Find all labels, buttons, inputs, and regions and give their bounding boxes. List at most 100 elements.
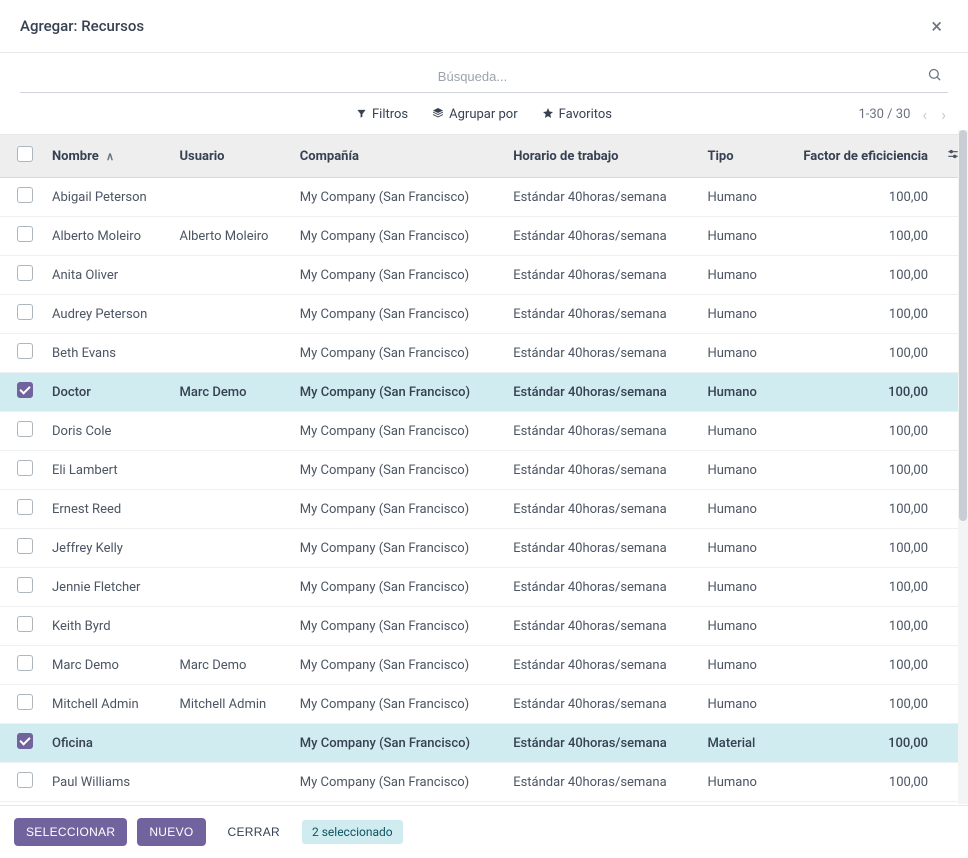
- table-row[interactable]: Paul WilliamsMy Company (San Francisco)E…: [0, 763, 968, 802]
- table-row[interactable]: Ernest ReedMy Company (San Francisco)Est…: [0, 490, 968, 529]
- table-row[interactable]: OficinaMy Company (San Francisco)Estánda…: [0, 724, 968, 763]
- filters-button[interactable]: Filtros: [356, 107, 408, 122]
- row-checkbox-cell: [0, 529, 44, 568]
- table-row[interactable]: Marc DemoMarc DemoMy Company (San Franci…: [0, 646, 968, 685]
- cell-usuario: [171, 451, 291, 490]
- cell-compania: My Company (San Francisco): [292, 646, 505, 685]
- scrollbar-thumb[interactable]: [959, 130, 967, 521]
- col-usuario[interactable]: Usuario: [171, 135, 291, 178]
- row-checkbox[interactable]: [17, 499, 33, 515]
- pager-prev-icon[interactable]: ‹: [920, 103, 929, 126]
- search-icon[interactable]: [923, 67, 946, 86]
- col-horario[interactable]: Horario de trabajo: [505, 135, 699, 178]
- cell-tipo: Humano: [699, 646, 774, 685]
- col-factor[interactable]: Factor de eficiciencia: [775, 135, 939, 178]
- cell-compania: My Company (San Francisco): [292, 373, 505, 412]
- cell-tipo: Humano: [699, 295, 774, 334]
- row-checkbox[interactable]: [17, 421, 33, 437]
- row-checkbox[interactable]: [17, 382, 33, 398]
- cell-tipo: Humano: [699, 373, 774, 412]
- cell-tipo: Humano: [699, 178, 774, 217]
- row-checkbox[interactable]: [17, 772, 33, 788]
- cell-horario: Estándar 40horas/semana: [505, 685, 699, 724]
- cell-usuario: Alberto Moleiro: [171, 217, 291, 256]
- table-row[interactable]: Beth EvansMy Company (San Francisco)Está…: [0, 334, 968, 373]
- col-horario-label: Horario de trabajo: [513, 149, 618, 164]
- cell-compania: My Company (San Francisco): [292, 451, 505, 490]
- cell-nombre: Jeffrey Kelly: [44, 529, 171, 568]
- groupby-button[interactable]: Agrupar por: [432, 107, 517, 122]
- cell-nombre: Oficina: [44, 724, 171, 763]
- row-checkbox[interactable]: [17, 460, 33, 476]
- row-checkbox[interactable]: [17, 343, 33, 359]
- table-row[interactable]: DoctorMarc DemoMy Company (San Francisco…: [0, 373, 968, 412]
- pager-text: 1-30 / 30: [858, 107, 910, 122]
- table-row[interactable]: Abigail PetersonMy Company (San Francisc…: [0, 178, 968, 217]
- cell-nombre: Jennie Fletcher: [44, 568, 171, 607]
- row-checkbox[interactable]: [17, 538, 33, 554]
- col-tipo[interactable]: Tipo: [699, 135, 774, 178]
- row-checkbox-cell: [0, 607, 44, 646]
- col-compania[interactable]: Compañía: [292, 135, 505, 178]
- row-checkbox[interactable]: [17, 616, 33, 632]
- row-checkbox-cell: [0, 178, 44, 217]
- filter-icon: [356, 108, 367, 122]
- cell-usuario: [171, 724, 291, 763]
- cell-nombre: Ernest Reed: [44, 490, 171, 529]
- close-button[interactable]: CERRAR: [216, 818, 292, 846]
- modal-header: Agregar: Recursos ×: [0, 0, 968, 53]
- search-input[interactable]: [22, 69, 923, 84]
- table-body: Abigail PetersonMy Company (San Francisc…: [0, 178, 968, 806]
- cell-nombre: Alberto Moleiro: [44, 217, 171, 256]
- cell-usuario: [171, 178, 291, 217]
- table-row[interactable]: Jennie FletcherMy Company (San Francisco…: [0, 568, 968, 607]
- row-checkbox-cell: [0, 373, 44, 412]
- cell-compania: My Company (San Francisco): [292, 685, 505, 724]
- table-row[interactable]: Audrey PetersonMy Company (San Francisco…: [0, 295, 968, 334]
- row-checkbox-cell: [0, 451, 44, 490]
- select-button[interactable]: SELECCIONAR: [14, 818, 127, 846]
- row-checkbox[interactable]: [17, 265, 33, 281]
- row-checkbox[interactable]: [17, 304, 33, 320]
- table-row[interactable]: Anita OliverMy Company (San Francisco)Es…: [0, 256, 968, 295]
- pager-next-icon[interactable]: ›: [939, 103, 948, 126]
- cell-horario: Estándar 40horas/semana: [505, 568, 699, 607]
- row-checkbox[interactable]: [17, 733, 33, 749]
- cell-compania: My Company (San Francisco): [292, 178, 505, 217]
- cell-usuario: [171, 607, 291, 646]
- cell-nombre: Audrey Peterson: [44, 295, 171, 334]
- row-checkbox[interactable]: [17, 577, 33, 593]
- row-checkbox[interactable]: [17, 187, 33, 203]
- modal-dialog: Agregar: Recursos × Filtros Agrupar por: [0, 0, 968, 858]
- table-row[interactable]: Mitchell AdminMitchell AdminMy Company (…: [0, 685, 968, 724]
- col-nombre[interactable]: Nombre ∧: [44, 135, 171, 178]
- close-icon[interactable]: ×: [925, 14, 948, 38]
- col-usuario-label: Usuario: [179, 149, 224, 164]
- row-checkbox[interactable]: [17, 226, 33, 242]
- row-checkbox-cell: [0, 568, 44, 607]
- table-row[interactable]: Eli LambertMy Company (San Francisco)Est…: [0, 451, 968, 490]
- cell-horario: Estándar 40horas/semana: [505, 217, 699, 256]
- col-nombre-label: Nombre: [52, 149, 99, 164]
- table-row[interactable]: Alberto MoleiroAlberto MoleiroMy Company…: [0, 217, 968, 256]
- search-bar-area: [0, 53, 968, 97]
- row-checkbox-cell: [0, 685, 44, 724]
- cell-compania: My Company (San Francisco): [292, 412, 505, 451]
- table-row[interactable]: Keith ByrdMy Company (San Francisco)Está…: [0, 607, 968, 646]
- row-checkbox[interactable]: [17, 694, 33, 710]
- table-row[interactable]: Jeffrey KellyMy Company (San Francisco)E…: [0, 529, 968, 568]
- cell-compania: My Company (San Francisco): [292, 607, 505, 646]
- new-button[interactable]: NUEVO: [137, 818, 205, 846]
- select-all-checkbox[interactable]: [17, 146, 33, 162]
- row-checkbox[interactable]: [17, 655, 33, 671]
- cell-factor: 100,00: [775, 724, 939, 763]
- cell-usuario: [171, 763, 291, 802]
- cell-nombre: Anita Oliver: [44, 256, 171, 295]
- cell-usuario: [171, 568, 291, 607]
- cell-usuario: [171, 295, 291, 334]
- scrollbar-track[interactable]: [958, 130, 968, 804]
- favorites-button[interactable]: Favoritos: [542, 107, 612, 122]
- cell-tipo: Humano: [699, 568, 774, 607]
- table-row[interactable]: Doris ColeMy Company (San Francisco)Está…: [0, 412, 968, 451]
- cell-horario: Estándar 40horas/semana: [505, 529, 699, 568]
